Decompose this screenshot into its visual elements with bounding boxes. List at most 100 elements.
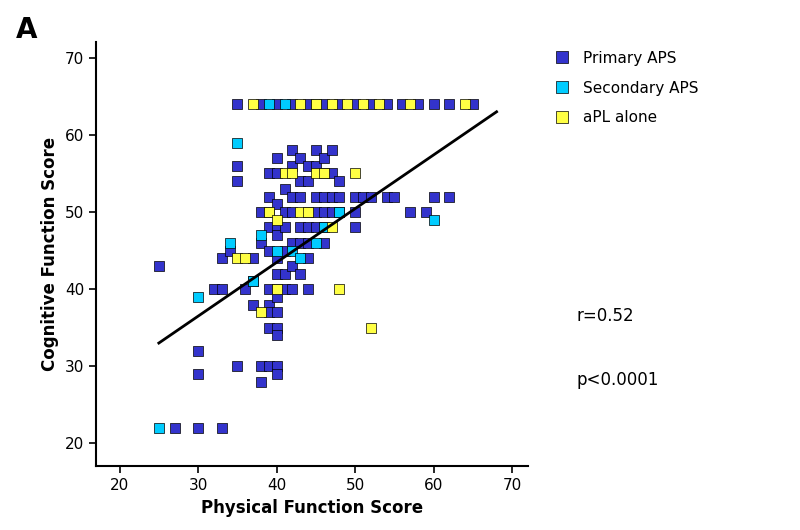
Primary APS <box>278 184 291 193</box>
aPL alone <box>404 100 417 108</box>
Secondary APS <box>192 293 205 301</box>
Primary APS <box>294 269 306 278</box>
Secondary APS <box>310 238 322 247</box>
Primary APS <box>310 208 322 216</box>
Primary APS <box>286 285 298 293</box>
Primary APS <box>443 192 456 201</box>
Primary APS <box>326 192 338 201</box>
Primary APS <box>302 285 314 293</box>
Y-axis label: Cognitive Function Score: Cognitive Function Score <box>42 137 59 372</box>
aPL alone <box>341 100 354 108</box>
Primary APS <box>215 254 228 262</box>
Primary APS <box>246 254 259 262</box>
Primary APS <box>318 154 330 162</box>
Secondary APS <box>278 100 291 108</box>
Primary APS <box>310 223 322 232</box>
Primary APS <box>419 208 432 216</box>
Primary APS <box>231 177 244 186</box>
Primary APS <box>310 146 322 155</box>
Primary APS <box>365 192 378 201</box>
Primary APS <box>270 308 283 316</box>
Primary APS <box>192 347 205 355</box>
aPL alone <box>278 169 291 178</box>
Primary APS <box>286 238 298 247</box>
Primary APS <box>239 285 252 293</box>
Primary APS <box>278 208 291 216</box>
Secondary APS <box>294 254 306 262</box>
Primary APS <box>262 246 275 255</box>
Primary APS <box>286 192 298 201</box>
Primary APS <box>286 146 298 155</box>
aPL alone <box>302 208 314 216</box>
Primary APS <box>318 169 330 178</box>
Primary APS <box>294 223 306 232</box>
Primary APS <box>192 423 205 432</box>
Secondary APS <box>427 216 440 224</box>
Primary APS <box>278 285 291 293</box>
Primary APS <box>192 369 205 378</box>
Primary APS <box>270 293 283 301</box>
Primary APS <box>270 323 283 332</box>
Primary APS <box>254 100 267 108</box>
Primary APS <box>302 238 314 247</box>
Primary APS <box>310 162 322 170</box>
Primary APS <box>215 285 228 293</box>
aPL alone <box>294 208 306 216</box>
Primary APS <box>357 192 370 201</box>
Primary APS <box>153 262 166 270</box>
Primary APS <box>286 208 298 216</box>
aPL alone <box>365 323 378 332</box>
aPL alone <box>310 100 322 108</box>
Primary APS <box>278 269 291 278</box>
aPL alone <box>286 169 298 178</box>
Primary APS <box>318 223 330 232</box>
aPL alone <box>239 254 252 262</box>
aPL alone <box>246 100 259 108</box>
Primary APS <box>302 223 314 232</box>
Primary APS <box>270 254 283 262</box>
Primary APS <box>262 362 275 370</box>
Primary APS <box>270 269 283 278</box>
Primary APS <box>231 162 244 170</box>
Primary APS <box>207 285 220 293</box>
Primary APS <box>326 169 338 178</box>
aPL alone <box>458 100 471 108</box>
Primary APS <box>262 308 275 316</box>
Primary APS <box>294 154 306 162</box>
Primary APS <box>318 192 330 201</box>
Primary APS <box>326 146 338 155</box>
aPL alone <box>372 100 385 108</box>
Primary APS <box>318 100 330 108</box>
aPL alone <box>349 169 362 178</box>
Text: A: A <box>16 16 38 44</box>
Primary APS <box>349 223 362 232</box>
Primary APS <box>270 154 283 162</box>
Primary APS <box>270 331 283 340</box>
Primary APS <box>270 223 283 232</box>
Primary APS <box>326 208 338 216</box>
Primary APS <box>310 192 322 201</box>
Primary APS <box>270 231 283 240</box>
Primary APS <box>294 177 306 186</box>
Primary APS <box>262 208 275 216</box>
Primary APS <box>318 238 330 247</box>
Text: p<0.0001: p<0.0001 <box>576 371 658 389</box>
Primary APS <box>380 100 393 108</box>
Primary APS <box>380 192 393 201</box>
Primary APS <box>286 262 298 270</box>
Legend: Primary APS, Secondary APS, aPL alone: Primary APS, Secondary APS, aPL alone <box>553 50 699 126</box>
Primary APS <box>262 323 275 332</box>
Primary APS <box>294 238 306 247</box>
Primary APS <box>254 377 267 386</box>
Primary APS <box>270 285 283 293</box>
Secondary APS <box>333 208 346 216</box>
Primary APS <box>333 208 346 216</box>
Primary APS <box>270 362 283 370</box>
aPL alone <box>310 169 322 178</box>
Secondary APS <box>262 100 275 108</box>
Primary APS <box>294 192 306 201</box>
Primary APS <box>349 192 362 201</box>
aPL alone <box>270 216 283 224</box>
Secondary APS <box>254 231 267 240</box>
Primary APS <box>302 208 314 216</box>
